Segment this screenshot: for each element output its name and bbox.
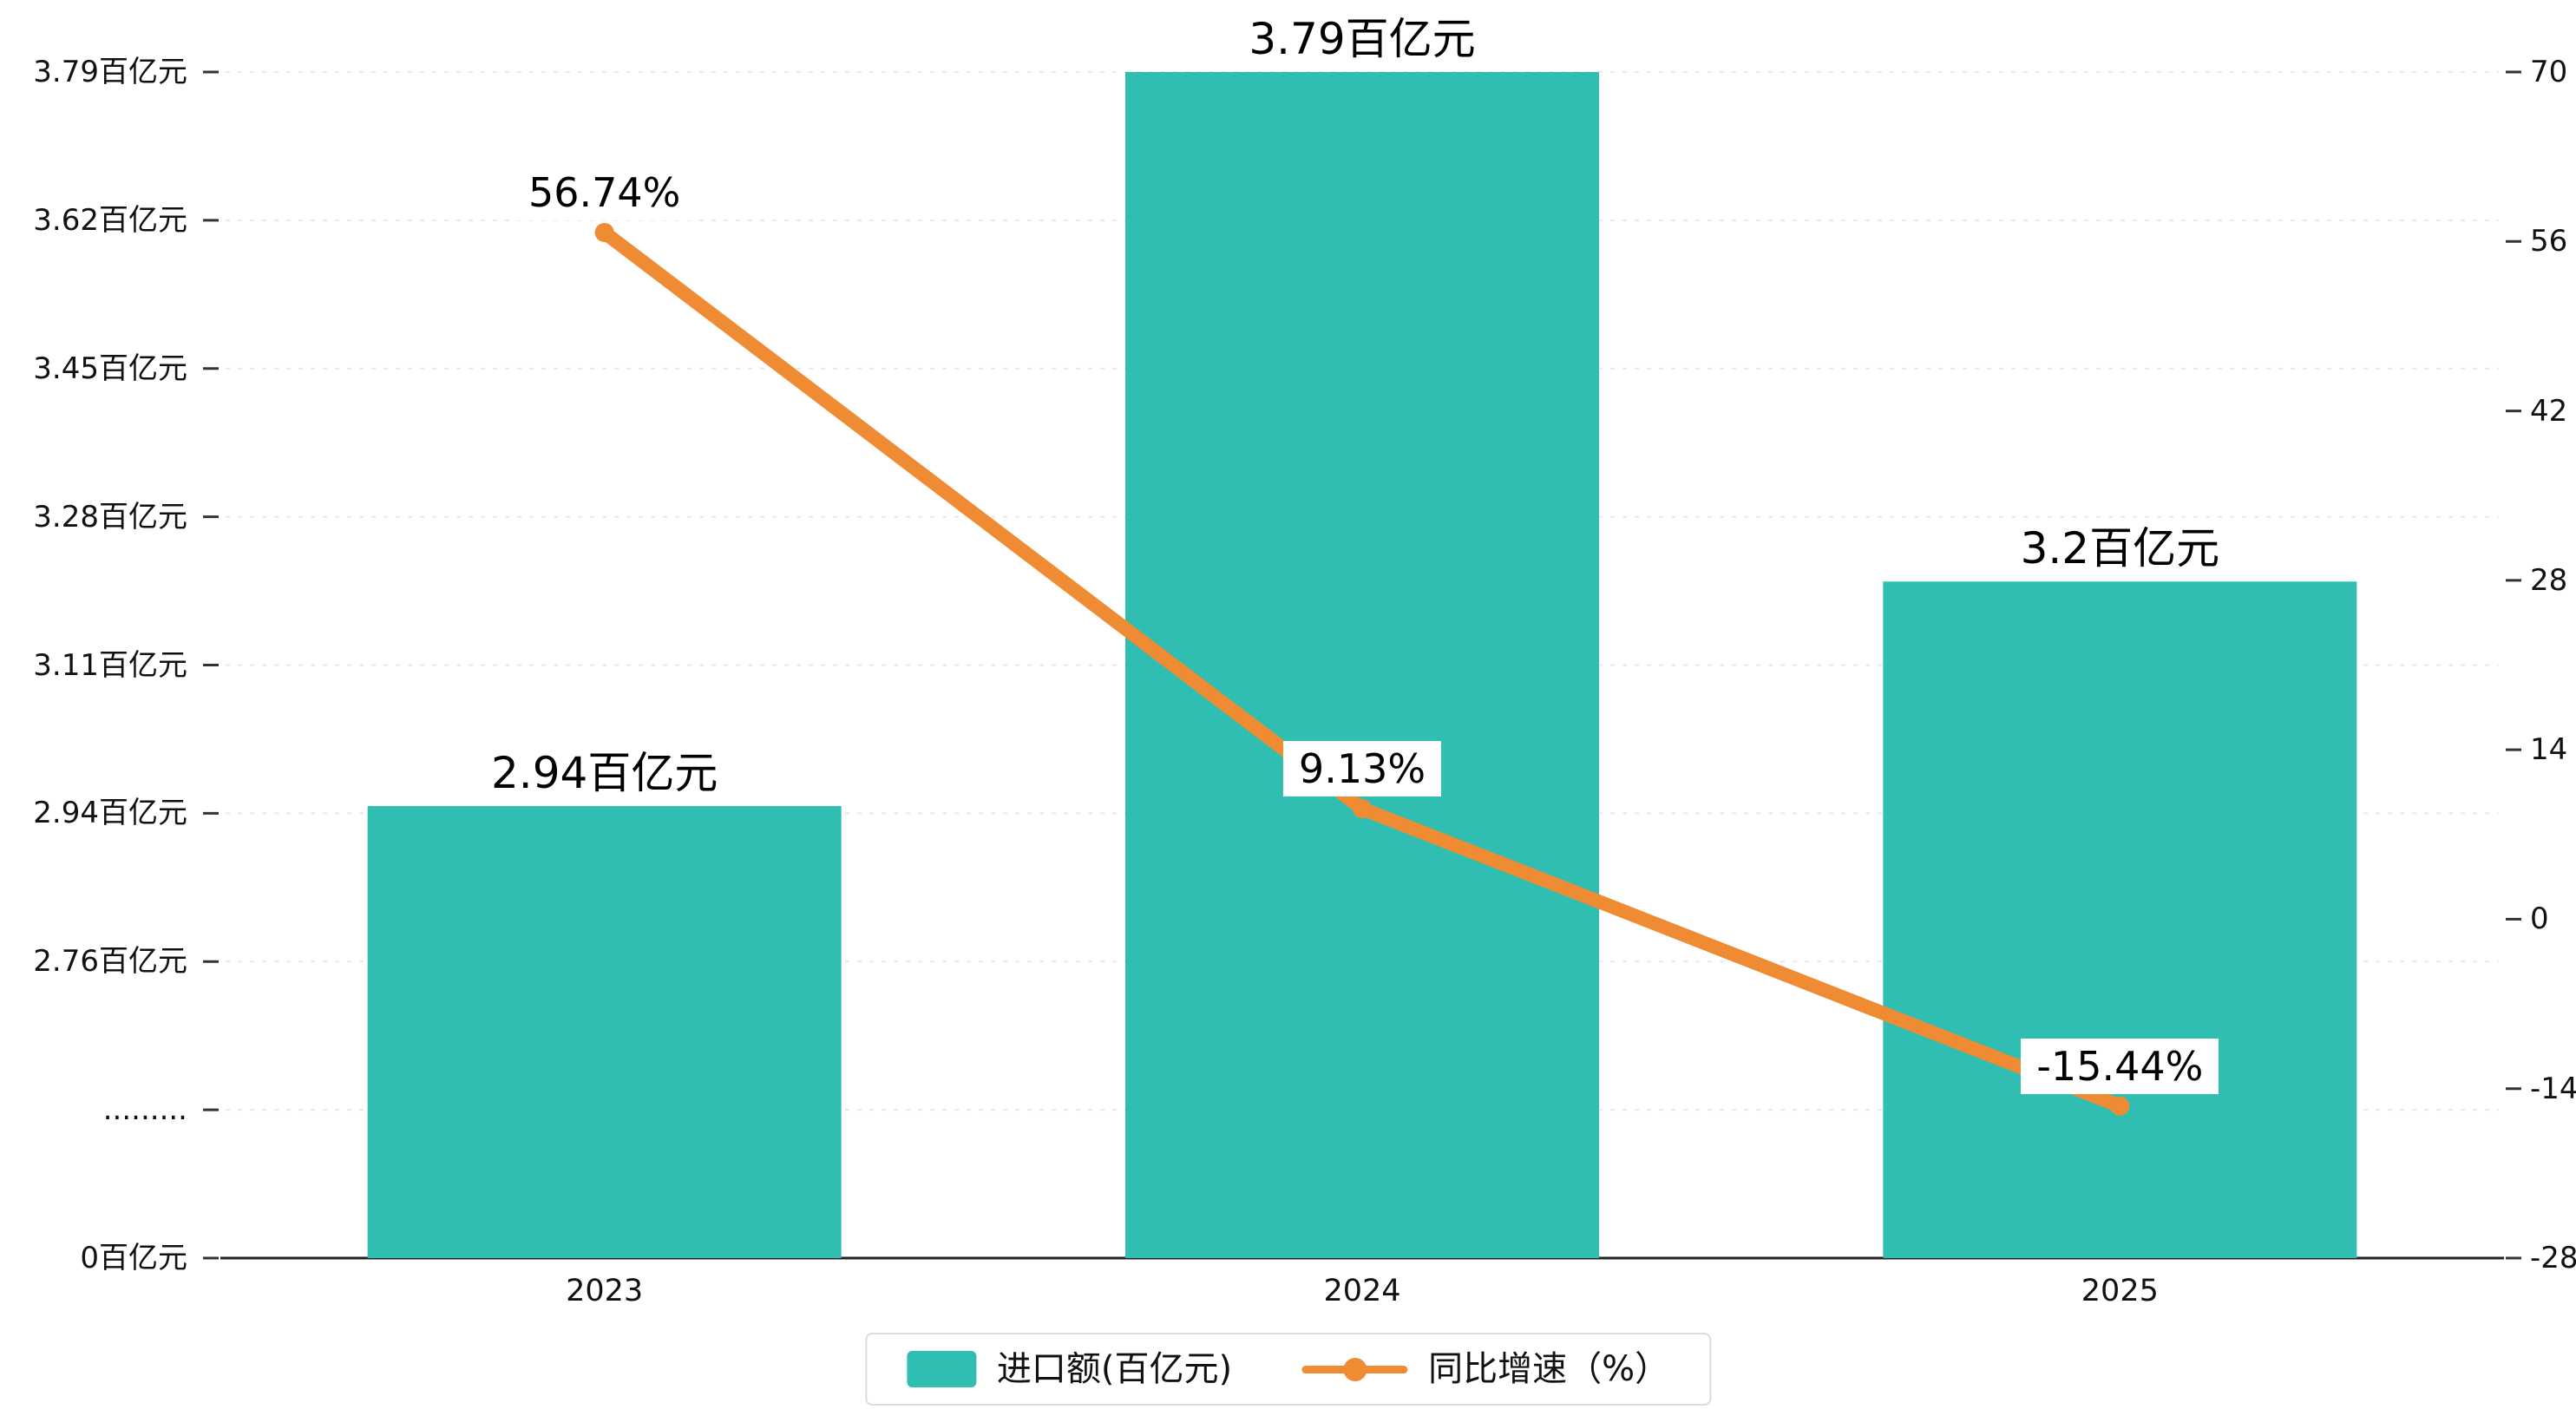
- legend-item-imports[interactable]: 进口额(百亿元): [906, 1348, 1233, 1390]
- line-series-marker-icon: [1301, 1351, 1408, 1387]
- legend-label-growth: 同比增速（%）: [1428, 1349, 1670, 1389]
- growth-point-2025[interactable]: [2110, 1096, 2130, 1116]
- growth-point-2024[interactable]: [1353, 799, 1372, 819]
- line-marker-dot: [1343, 1358, 1367, 1381]
- legend-item-growth[interactable]: 同比增速（%）: [1301, 1348, 1669, 1390]
- bar-2024[interactable]: [1125, 72, 1599, 1258]
- bar-series-swatch-icon: [906, 1351, 976, 1387]
- legend-label-imports: 进口额(百亿元): [996, 1349, 1233, 1389]
- bar-2025[interactable]: [1883, 581, 2357, 1258]
- legend: 进口额(百亿元) 同比增速（%）: [864, 1333, 1712, 1406]
- growth-point-2023[interactable]: [594, 222, 614, 242]
- bar-2023[interactable]: [367, 806, 842, 1258]
